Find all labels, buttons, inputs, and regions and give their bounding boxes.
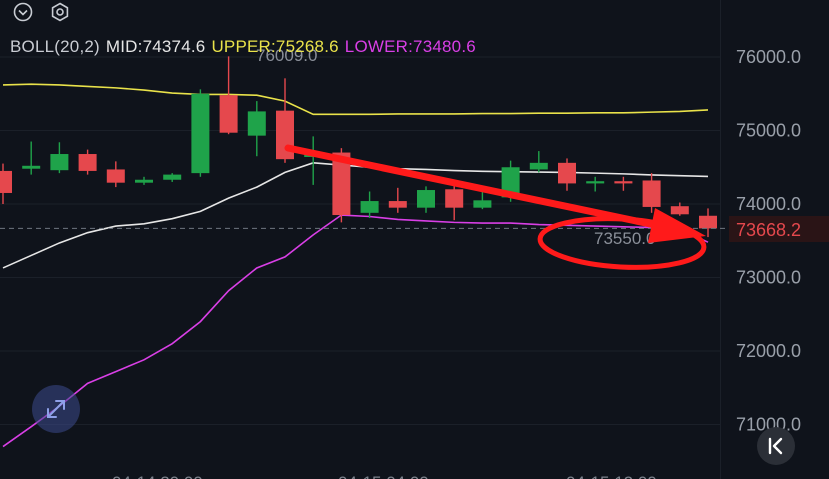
candle-up bbox=[360, 191, 379, 218]
candle-up bbox=[22, 141, 41, 175]
boll-upper-value: UPPER:75268.6 bbox=[211, 37, 339, 56]
candle-body bbox=[388, 201, 407, 208]
price-gridlines bbox=[0, 0, 721, 479]
candle-body bbox=[501, 167, 520, 198]
candle-up bbox=[163, 173, 182, 182]
candle-down bbox=[670, 202, 689, 216]
y-tick-label: 72000.0 bbox=[736, 341, 801, 361]
candle-body bbox=[529, 162, 548, 170]
candle-up bbox=[50, 142, 69, 174]
candle-body bbox=[586, 181, 605, 184]
y-tick-label: 76000.0 bbox=[736, 47, 801, 67]
candle-down bbox=[614, 176, 633, 191]
jump-to-latest-icon bbox=[768, 437, 783, 455]
low-marker-label: 73550.0 bbox=[594, 229, 655, 248]
red-annotation bbox=[284, 144, 707, 270]
expand-chart-button[interactable] bbox=[32, 385, 80, 433]
upper-band-path bbox=[2, 83, 709, 116]
candle-up bbox=[529, 151, 548, 173]
y-tick-label: 73000.0 bbox=[736, 268, 801, 288]
candle-down bbox=[642, 173, 661, 213]
candle-body bbox=[670, 206, 689, 215]
low-highlight-ellipse bbox=[537, 216, 707, 270]
upper-band-line bbox=[2, 83, 709, 116]
collapse-button[interactable] bbox=[13, 2, 33, 22]
candle-down bbox=[558, 158, 576, 191]
trend-arrow-shaft bbox=[284, 144, 664, 230]
candle-up bbox=[191, 89, 210, 177]
mid-band-path bbox=[2, 162, 709, 269]
candle-body bbox=[0, 170, 12, 193]
candle-down bbox=[445, 184, 464, 221]
candle-body bbox=[699, 215, 717, 229]
x-tick-label: 04-15 12:00 bbox=[566, 473, 657, 479]
candle-down bbox=[0, 163, 12, 204]
candle-body bbox=[191, 93, 210, 174]
gear-icon bbox=[51, 2, 69, 22]
candle-body bbox=[247, 111, 266, 136]
lower-band-line bbox=[2, 214, 709, 448]
mid-band-line bbox=[2, 162, 709, 269]
candle-body bbox=[163, 174, 182, 180]
candle-body bbox=[50, 154, 69, 171]
candle-body bbox=[219, 95, 238, 133]
candle-down bbox=[219, 56, 238, 135]
candle-up bbox=[135, 176, 153, 185]
candle-body bbox=[135, 179, 153, 183]
candle-body bbox=[473, 200, 492, 208]
candles bbox=[0, 56, 717, 238]
candle-body bbox=[417, 190, 435, 208]
x-tick-label: 04-14 20:00 bbox=[112, 473, 203, 479]
current-price-tag: 73668.2 bbox=[729, 216, 829, 242]
current-price-value: 73668.2 bbox=[736, 220, 801, 240]
candle-body bbox=[106, 169, 125, 183]
expand-arrows-icon bbox=[47, 400, 65, 418]
boll-lower-value: LOWER:73480.6 bbox=[344, 37, 476, 56]
y-tick-label: 75000.0 bbox=[736, 121, 801, 141]
boll-mid-value: MID:74374.6 bbox=[105, 37, 206, 56]
jump-to-latest-button[interactable] bbox=[757, 427, 795, 465]
y-tick-label: 74000.0 bbox=[736, 194, 801, 214]
candle-up bbox=[247, 101, 266, 157]
price-axis: 76000.075000.074000.073000.072000.071000… bbox=[736, 47, 801, 435]
candle-up bbox=[417, 186, 435, 213]
candle-up bbox=[304, 136, 323, 185]
candle-body bbox=[22, 165, 41, 169]
boll-indicator-name: BOLL(20,2) bbox=[10, 37, 100, 56]
lower-band-path bbox=[2, 214, 709, 448]
candle-body bbox=[642, 180, 661, 207]
time-axis-labels: 04-14 20:00 04-15 04:00 04-15 12:00 bbox=[112, 473, 657, 479]
candle-body bbox=[445, 189, 464, 208]
candle-up bbox=[586, 176, 605, 192]
candle-body bbox=[360, 201, 379, 213]
candle-body bbox=[614, 181, 633, 184]
settings-button[interactable] bbox=[50, 2, 70, 22]
x-tick-label: 04-15 04:00 bbox=[338, 473, 429, 479]
candle-body bbox=[558, 162, 576, 184]
candle-body bbox=[78, 154, 97, 171]
high-marker-label: 76009.0 bbox=[256, 46, 317, 65]
candle-down bbox=[699, 208, 717, 238]
candle-down bbox=[388, 187, 407, 213]
candle-body bbox=[332, 152, 351, 216]
candle-up bbox=[473, 189, 492, 210]
candle-down bbox=[78, 149, 97, 175]
candle-down bbox=[106, 161, 125, 188]
chevron-down-icon bbox=[13, 2, 33, 22]
boll-legend: BOLL(20,2) MID:74374.6 UPPER:75268.6 LOWER:… bbox=[10, 37, 482, 57]
